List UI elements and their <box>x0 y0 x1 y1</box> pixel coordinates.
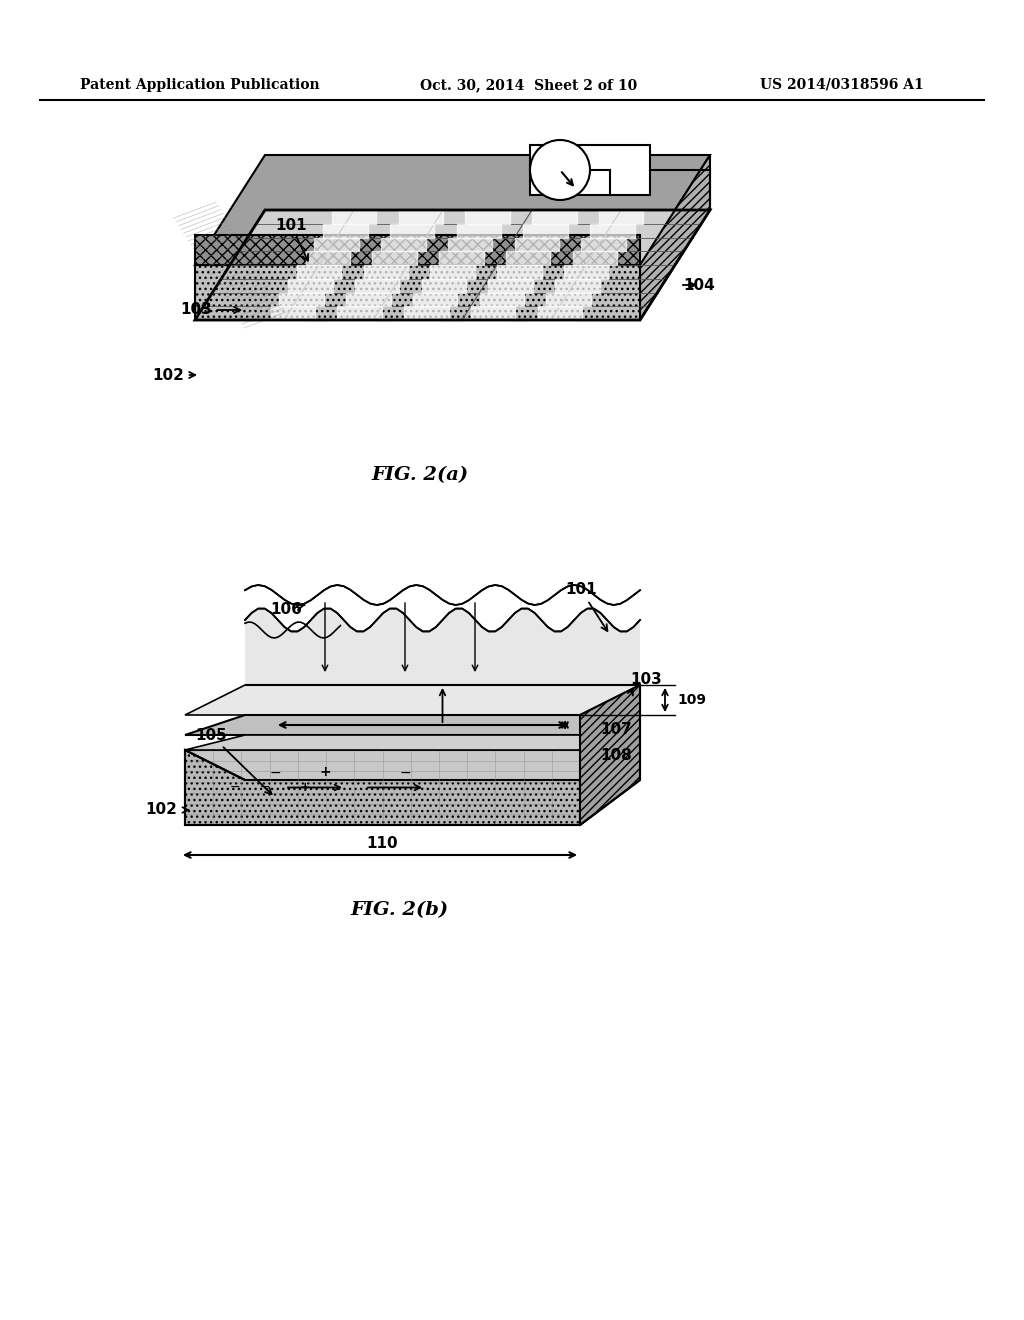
Text: 101: 101 <box>565 582 607 631</box>
FancyBboxPatch shape <box>530 145 650 195</box>
Text: FIG. 2(b): FIG. 2(b) <box>351 902 450 919</box>
Polygon shape <box>195 265 640 319</box>
Polygon shape <box>195 235 640 265</box>
Polygon shape <box>185 715 640 735</box>
Text: 103: 103 <box>180 302 241 318</box>
Circle shape <box>530 140 590 201</box>
Text: 108: 108 <box>600 747 632 763</box>
Polygon shape <box>185 750 640 780</box>
Polygon shape <box>185 750 580 825</box>
Text: −: − <box>229 781 241 795</box>
Text: 104: 104 <box>683 277 715 293</box>
Text: US 2014/0318596 A1: US 2014/0318596 A1 <box>760 78 924 92</box>
Polygon shape <box>245 609 640 685</box>
Text: 107: 107 <box>600 722 632 738</box>
Polygon shape <box>185 685 640 715</box>
Polygon shape <box>195 210 710 319</box>
Text: 106: 106 <box>270 602 305 618</box>
Text: FIG. 2(a): FIG. 2(a) <box>372 466 469 484</box>
Text: Oct. 30, 2014  Sheet 2 of 10: Oct. 30, 2014 Sheet 2 of 10 <box>420 78 637 92</box>
Text: −: − <box>269 766 281 780</box>
Text: +: + <box>300 781 310 795</box>
Text: 102: 102 <box>145 803 177 817</box>
Text: 101: 101 <box>275 218 308 260</box>
Text: 109: 109 <box>677 693 706 708</box>
Text: −: − <box>399 766 411 780</box>
Text: +: + <box>319 766 331 780</box>
Text: −: − <box>260 781 270 795</box>
Polygon shape <box>195 154 710 265</box>
Polygon shape <box>640 154 710 319</box>
Text: 110: 110 <box>367 836 398 850</box>
Text: 103: 103 <box>630 672 662 688</box>
Text: Patent Application Publication: Patent Application Publication <box>80 78 319 92</box>
Text: 102: 102 <box>152 367 196 383</box>
Polygon shape <box>580 685 640 825</box>
Text: 105: 105 <box>195 727 271 795</box>
Polygon shape <box>185 735 640 750</box>
